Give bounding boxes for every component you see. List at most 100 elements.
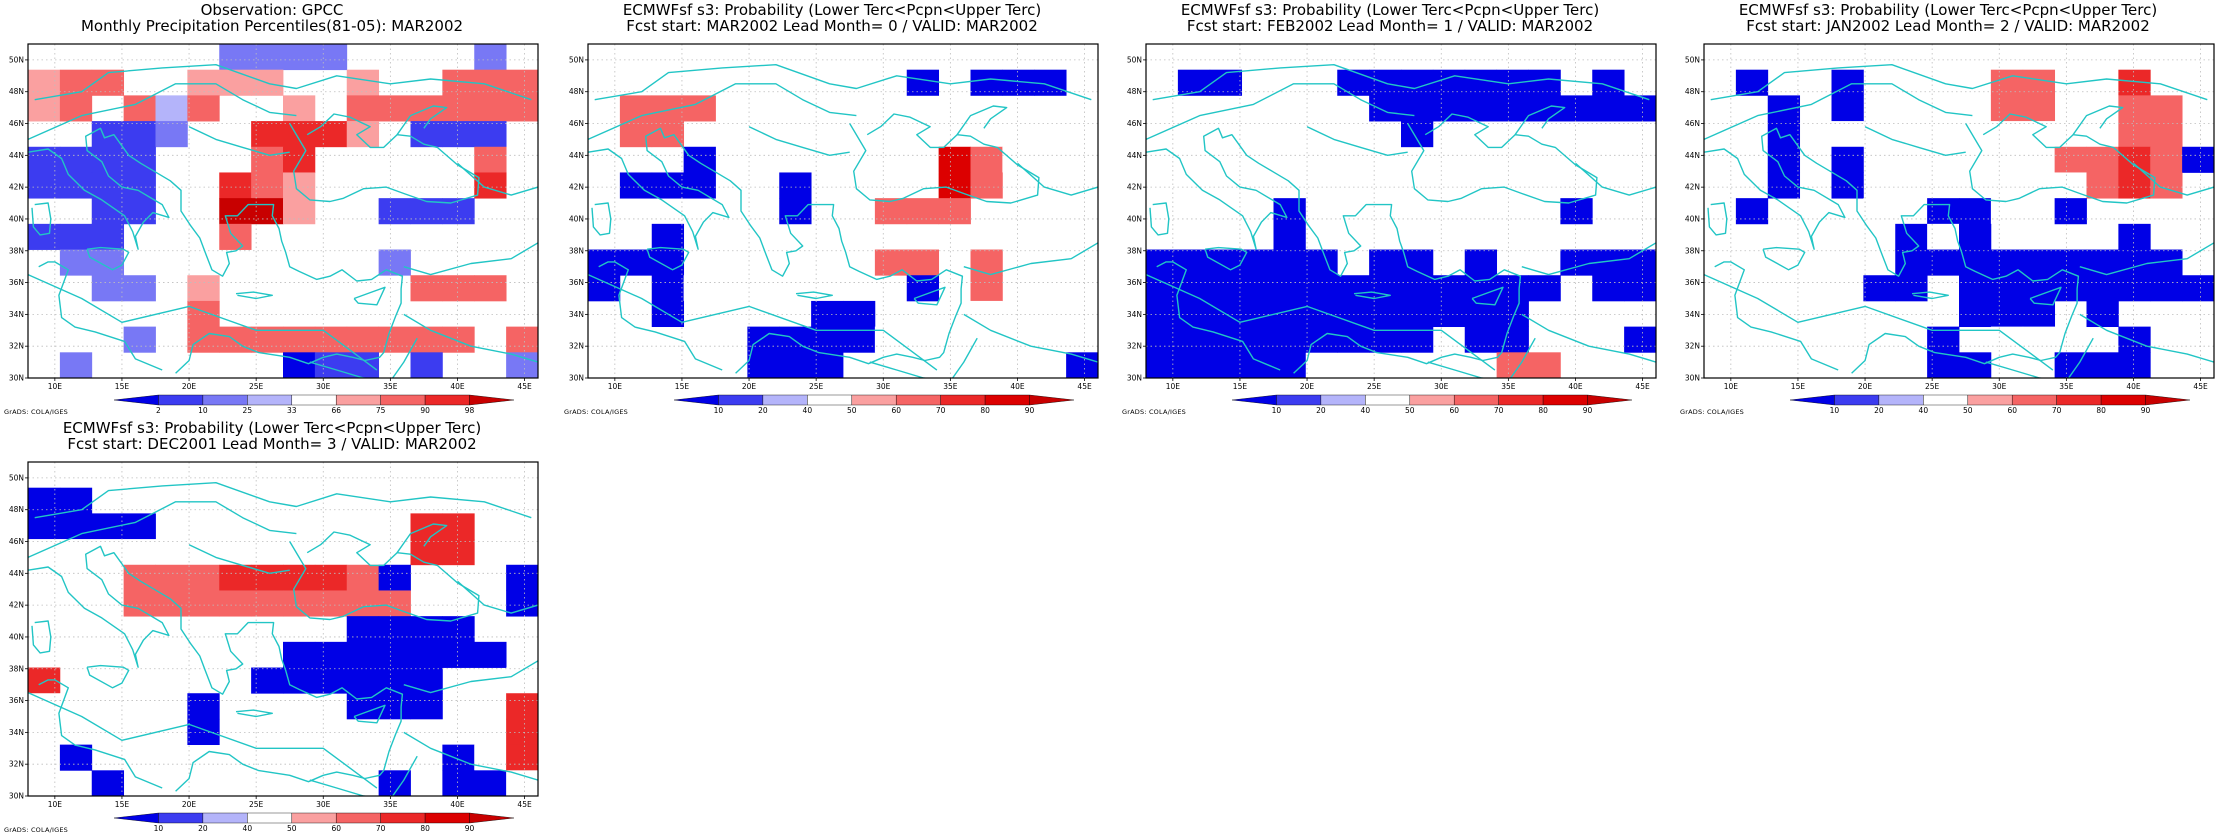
precip-cell — [251, 172, 284, 199]
precip-cell — [346, 693, 380, 720]
precip-cell — [1767, 172, 1801, 199]
colorbar-segment — [1587, 394, 1633, 406]
precip-cell — [91, 770, 125, 797]
lon-tick-label: 35E — [943, 382, 958, 391]
precip-cell — [59, 744, 93, 771]
coastlines — [28, 63, 538, 378]
precip-cell — [28, 539, 61, 566]
coastline — [1704, 127, 2080, 374]
precip-cell — [346, 564, 380, 591]
precip-cell — [1464, 300, 1498, 328]
precip-cell — [2150, 275, 2183, 302]
colorbar-segment — [673, 394, 719, 406]
coastline — [849, 113, 1040, 204]
lat-tick-label: 38N — [569, 246, 584, 255]
lat-tick-label: 30N — [9, 792, 24, 801]
precip-cell — [1177, 300, 1211, 328]
lat-tick-label: 44N — [569, 151, 584, 160]
precip-cell — [1528, 352, 1561, 379]
precip-map: 50N 48N 46N 44N 42N 40N 38N 36N 34N 32N 30N 10E 15E 2… — [1685, 43, 2215, 415]
precip-cell — [187, 693, 220, 720]
lon-tick-label: 40E — [1010, 382, 1025, 391]
lat-tick-label: 34N — [9, 310, 24, 319]
precip-cell — [1831, 172, 1864, 199]
colorbar-segment — [247, 812, 292, 824]
precip-cell — [1177, 352, 1211, 379]
precip-cell — [651, 121, 685, 148]
coastline — [309, 337, 418, 378]
coastlines — [1146, 63, 1656, 378]
precip-cell — [123, 275, 156, 302]
colorbar-tick-label: 80 — [420, 824, 430, 833]
lat-tick-label: 50N — [9, 55, 24, 64]
precip-cell — [1066, 352, 1099, 379]
precip-cell — [28, 693, 61, 720]
lat-tick-label: 48N — [1127, 87, 1142, 96]
colorbar-tick-label: 90 — [420, 406, 430, 415]
lat-tick-label: 50N — [1127, 55, 1142, 64]
precip-cell — [283, 198, 316, 225]
precip-cell — [2182, 275, 2215, 302]
precip-map: 50N 48N 46N 44N 42N 40N 38N 36N 34N 32N 30N 10E 15E 2… — [9, 461, 539, 833]
precip-cell — [474, 121, 507, 148]
lon-tick-label: 35E — [2059, 382, 2074, 391]
precip-cell — [28, 146, 61, 173]
precip-cell — [1241, 300, 1274, 328]
precip-cell — [91, 693, 125, 720]
colorbar-tick-label: 33 — [287, 406, 297, 415]
lon-tick-label: 15E — [1791, 382, 1806, 391]
precip-cell — [2118, 223, 2151, 250]
precip-cell — [970, 146, 1003, 173]
precip-cell — [59, 513, 93, 540]
coastline — [28, 83, 297, 141]
map-gridlines — [28, 462, 538, 797]
colorbar-tick-label: 60 — [331, 824, 341, 833]
precip-cell — [2118, 326, 2151, 353]
precip-cell — [91, 172, 125, 199]
precip-cell — [906, 146, 940, 173]
lat-tick-label: 32N — [569, 342, 584, 351]
precip-cell — [938, 198, 971, 225]
coastline — [646, 246, 690, 271]
precip-cells — [588, 69, 1099, 379]
precip-cell — [1002, 146, 1035, 173]
precip-cell — [378, 326, 411, 353]
coastline — [34, 481, 532, 519]
colorbar-segment — [896, 394, 941, 406]
coastline — [403, 660, 538, 694]
colorbar-segment — [2056, 394, 2102, 406]
coastline — [1762, 246, 1806, 271]
colorbar: 10 20 40 50 60 70 80 90 — [673, 394, 1075, 415]
precip-cell — [1560, 249, 1593, 276]
precip-cell — [506, 718, 539, 746]
lat-tick-label: 30N — [569, 374, 584, 383]
precip-cell — [970, 172, 1003, 199]
precip-cell — [1177, 326, 1211, 353]
lon-tick-label: 15E — [115, 382, 130, 391]
precip-cells — [1704, 69, 2215, 379]
precip-cell — [346, 667, 380, 694]
precip-cell — [1959, 300, 1992, 328]
precip-cell — [410, 693, 443, 720]
lat-tick-label: 44N — [9, 151, 24, 160]
coastline — [1471, 286, 1504, 306]
colorbar-segment — [718, 394, 764, 406]
precip-cell — [123, 95, 156, 122]
coastline — [795, 291, 833, 300]
lat-tick-label: 40N — [1685, 214, 1700, 223]
lon-tick-label: 20E — [1858, 382, 1873, 391]
precip-cell — [1704, 352, 1737, 379]
precip-cell — [1496, 198, 1529, 225]
lat-tick-label: 44N — [9, 569, 24, 578]
lon-tick-label: 40E — [2126, 382, 2141, 391]
colorbar-segment — [2145, 394, 2191, 406]
precip-cell — [1831, 121, 1864, 148]
lat-tick-label: 44N — [1685, 151, 1700, 160]
precip-cell — [2118, 275, 2151, 302]
precip-cell — [1624, 326, 1657, 353]
colorbar-tick-label: 50 — [1963, 406, 1973, 415]
coastline — [1353, 291, 1391, 300]
lon-tick-label: 25E — [809, 382, 824, 391]
precip-cell — [123, 718, 156, 746]
lon-tick-label: 30E — [316, 382, 331, 391]
